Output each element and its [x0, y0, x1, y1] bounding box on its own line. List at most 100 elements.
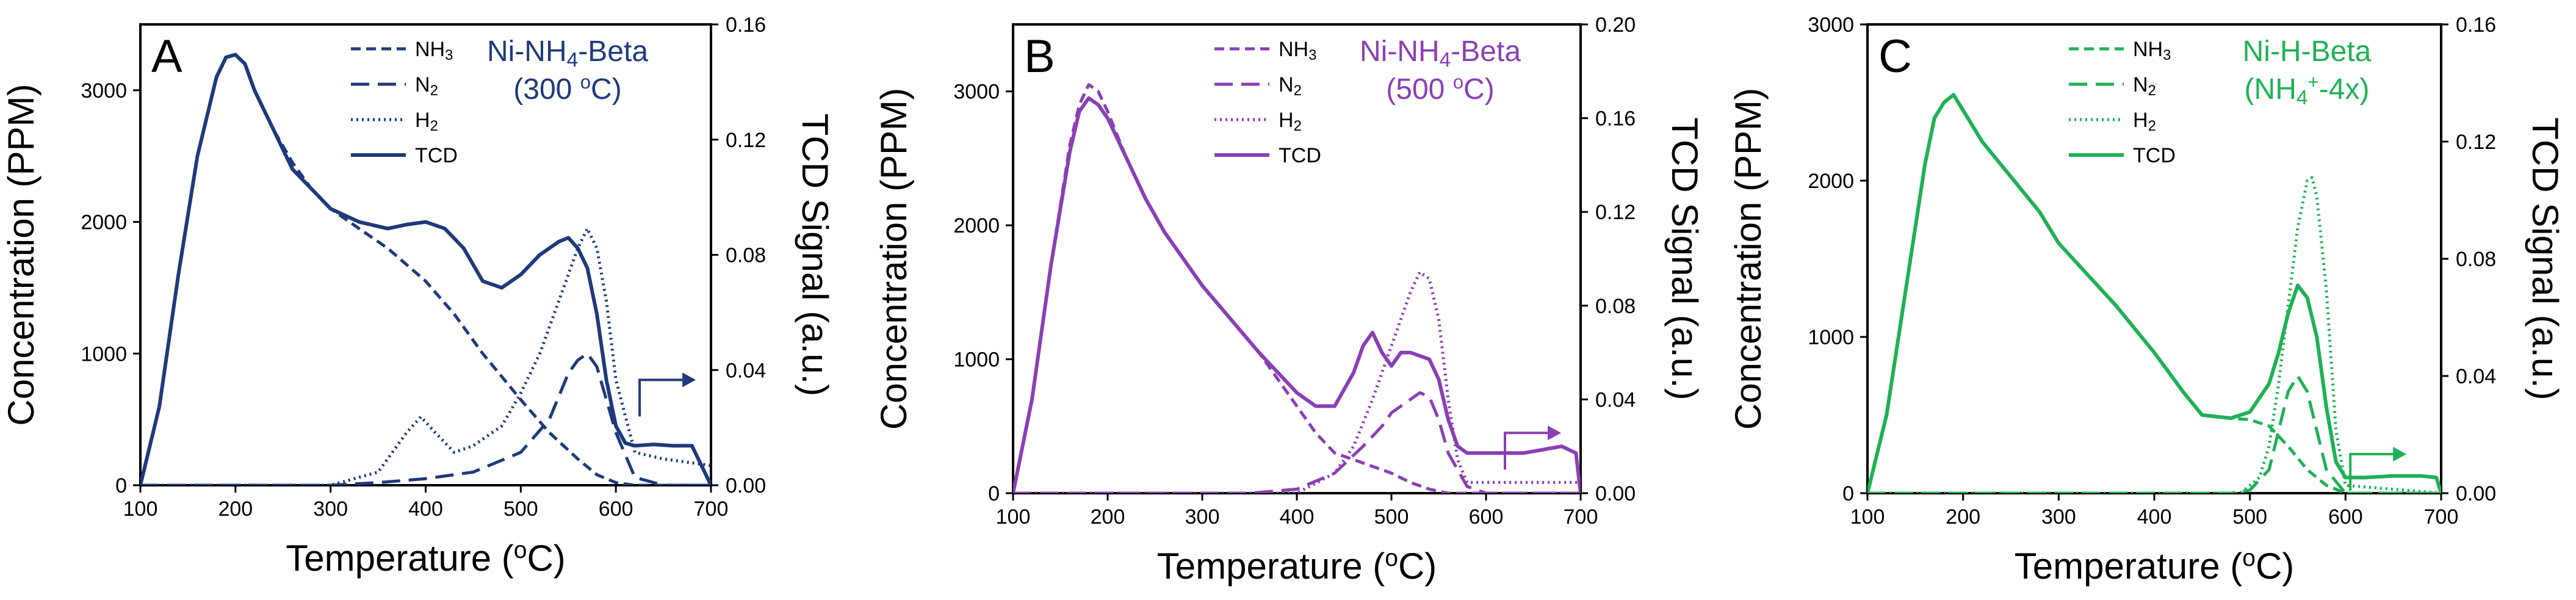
- panel-letter: A: [151, 31, 182, 82]
- y-tick-label: 2000: [1808, 170, 1854, 193]
- panel-title-line: (NH4+-4x): [2245, 71, 2370, 109]
- x-tick-label: 600: [1469, 505, 1504, 529]
- series-line-n2: [1867, 374, 2441, 493]
- panel-letter: B: [1024, 31, 1055, 82]
- series-group: [140, 52, 711, 485]
- panel-title-line: (500 oC): [1386, 71, 1494, 106]
- x-tick-label: 300: [1185, 505, 1220, 529]
- x-tick-label: 500: [503, 497, 538, 521]
- y2-tick-label: 0.00: [1595, 482, 1636, 505]
- x-tick-label: 200: [218, 497, 253, 521]
- y2-tick-label: 0.04: [1595, 388, 1636, 411]
- x-tick-label: 100: [1850, 505, 1885, 529]
- y2-tick-label: 0.08: [1595, 295, 1636, 318]
- series-line-nh3: [1013, 83, 1581, 493]
- legend-label: N2: [415, 73, 438, 99]
- legend-label: NH3: [415, 38, 453, 63]
- y2-tick-label: 0.08: [726, 244, 766, 267]
- x-tick-label: 700: [1564, 505, 1598, 529]
- series-line-tcd: [1013, 96, 1581, 493]
- legend-label: N2: [2133, 73, 2156, 99]
- series-line-h2: [1013, 270, 1581, 493]
- right-axis-arrow-line: [638, 378, 683, 417]
- y2-tick-label: 0.20: [1595, 13, 1636, 37]
- x-tick-label: 100: [123, 497, 158, 521]
- series-line-nh3: [140, 53, 711, 485]
- x-tick-label: 600: [2328, 505, 2363, 529]
- x-tick-label: 700: [694, 497, 729, 521]
- legend-label: N2: [1279, 73, 1302, 99]
- legend-label: NH3: [1279, 38, 1316, 63]
- x-tick-label: 200: [1091, 505, 1125, 529]
- y2-tick-label: 0.16: [1595, 107, 1636, 131]
- right-axis-arrow-line: [2349, 453, 2394, 491]
- x-tick-label: 500: [2232, 505, 2267, 529]
- series-line-h2: [140, 226, 711, 485]
- x-tick-label: 600: [599, 497, 633, 521]
- y-tick-label: 1000: [1808, 326, 1854, 349]
- x-tick-label: 300: [2041, 505, 2076, 529]
- legend-label: H2: [1279, 109, 1302, 134]
- y-tick-label: 0: [1842, 482, 1854, 505]
- y2-tick-label: 0.08: [2456, 248, 2496, 271]
- y-axis-title: Concentration (PPM): [1, 84, 41, 425]
- y-tick-label: 3000: [1808, 13, 1854, 37]
- legend-label: H2: [2133, 109, 2156, 134]
- right-axis-arrow-head: [1548, 425, 1561, 441]
- y2-tick-label: 0.04: [2456, 365, 2496, 388]
- right-axis-arrow-line: [1504, 432, 1548, 470]
- x-axis-title: Temperature (oC): [1157, 545, 1437, 587]
- legend-label: TCD: [415, 144, 458, 167]
- x-tick-label: 300: [313, 497, 348, 521]
- panel-title-line: Ni-NH4-Beta: [487, 35, 648, 71]
- legend-label: NH3: [2133, 38, 2171, 63]
- right-axis-arrow-head: [2393, 447, 2407, 461]
- y-axis-title: Concentration (PPM): [873, 88, 914, 430]
- panel-c: 100 200 300 400 500 600 700 0 1000 2000 3000 0.00 0.…: [1728, 13, 2566, 587]
- panel-letter: C: [1878, 31, 1912, 82]
- y2-tick-label: 0.04: [726, 359, 766, 382]
- y2-tick-label: 0.12: [2456, 131, 2496, 154]
- x-tick-label: 700: [2424, 505, 2459, 529]
- right-axis-arrow-head: [682, 372, 696, 388]
- series-group: [1867, 93, 2441, 493]
- x-tick-label: 100: [996, 505, 1031, 529]
- x-tick-label: 500: [1374, 505, 1409, 529]
- y-tick-label: 1000: [81, 342, 127, 366]
- y2-tick-label: 0.00: [726, 474, 766, 497]
- series-line-n2: [1013, 391, 1581, 493]
- x-axis-title: Temperature (oC): [2015, 545, 2295, 587]
- panel-b: 100 200 300 400 500 600 700 0 1000 2000 3000 0.00 0.…: [873, 13, 1705, 587]
- x-tick-label: 400: [1280, 505, 1315, 529]
- series-line-tcd: [1867, 93, 2441, 493]
- y2-axis-title: TCD Signal (a.u.): [795, 114, 835, 396]
- x-tick-label: 400: [2137, 505, 2172, 529]
- y-axis-title: Concentration (PPM): [1728, 88, 1769, 430]
- y-tick-label: 3000: [81, 79, 127, 103]
- y2-tick-label: 0.16: [726, 13, 766, 37]
- y2-axis-title: TCD Signal (a.u.): [2525, 117, 2566, 400]
- y-tick-label: 0: [988, 482, 1000, 505]
- x-tick-label: 400: [408, 497, 443, 521]
- series-group: [1013, 83, 1581, 493]
- legend-label: TCD: [1279, 144, 1321, 167]
- panel-title-line: Ni-H-Beta: [2243, 35, 2372, 68]
- y-tick-label: 2000: [953, 214, 1000, 237]
- y-tick-label: 2000: [81, 211, 127, 234]
- x-axis-title: Temperature (oC): [286, 537, 566, 579]
- legend-label: H2: [415, 109, 438, 134]
- panel-a: 100 200 300 400 500 600 700 0 1000 2000 3000 0.00 0.…: [1, 13, 835, 579]
- y2-tick-label: 0.12: [1595, 201, 1636, 224]
- y2-tick-label: 0.16: [2456, 13, 2496, 37]
- y-tick-label: 1000: [953, 349, 1000, 372]
- series-line-tcd: [140, 52, 711, 485]
- x-tick-label: 200: [1946, 505, 1980, 529]
- panel-title-line: Ni-NH4-Beta: [1360, 35, 1521, 71]
- series-line-h2: [1867, 176, 2441, 493]
- y-tick-label: 3000: [953, 81, 1000, 104]
- y-tick-label: 0: [115, 474, 127, 497]
- y2-tick-label: 0.12: [726, 129, 766, 152]
- legend-label: TCD: [2133, 144, 2176, 167]
